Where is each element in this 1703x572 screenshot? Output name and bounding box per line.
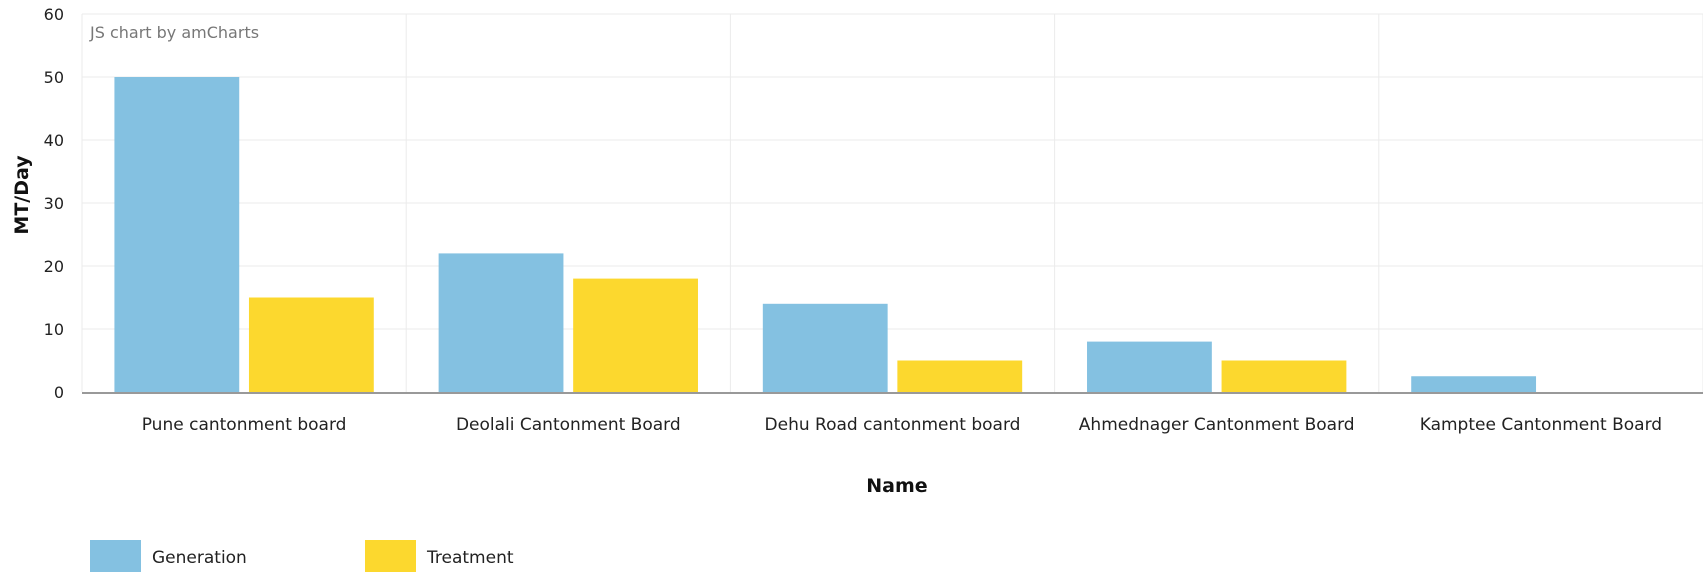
x-category-label: Deolali Cantonment Board <box>456 415 681 435</box>
axes: 0 10 20 30 40 50 60 Pune cantonment board Deolal… <box>44 5 1703 435</box>
x-category-label: Dehu Road cantonment board <box>765 415 1021 435</box>
bar-treatment-2[interactable] <box>897 360 1023 393</box>
x-category-label: Kamptee Cantonment Board <box>1420 415 1662 435</box>
x-axis-title: Name <box>866 475 927 497</box>
bars <box>114 77 1537 393</box>
bar-generation-2[interactable] <box>762 303 888 392</box>
y-tick-label: 0 <box>54 383 64 402</box>
bar-generation-1[interactable] <box>438 253 564 392</box>
x-category-label: Ahmednager Cantonment Board <box>1079 415 1355 435</box>
bar-treatment-3[interactable] <box>1221 360 1347 393</box>
legend-label-generation[interactable]: Generation <box>152 548 247 568</box>
y-tick-label: 20 <box>44 257 64 276</box>
legend: Generation Treatment <box>90 540 514 572</box>
y-axis-title: MT/Day <box>11 155 33 235</box>
x-category-label: Pune cantonment board <box>142 415 347 435</box>
bar-generation-4[interactable] <box>1411 376 1537 392</box>
grid-lines <box>81 13 1703 392</box>
bar-generation-0[interactable] <box>114 77 240 392</box>
legend-swatch-generation[interactable] <box>90 540 141 572</box>
y-tick-label: 40 <box>44 131 64 150</box>
y-tick-label: 30 <box>44 194 64 213</box>
bar-treatment-0[interactable] <box>248 297 374 393</box>
y-tick-label: 50 <box>44 68 64 87</box>
chart-credit[interactable]: JS chart by amCharts <box>89 23 259 42</box>
legend-label-treatment[interactable]: Treatment <box>426 548 514 568</box>
legend-swatch-treatment[interactable] <box>365 540 416 572</box>
y-tick-label: 10 <box>44 320 64 339</box>
bar-generation-3[interactable] <box>1087 341 1212 392</box>
y-tick-label: 60 <box>44 5 64 24</box>
bar-treatment-1[interactable] <box>573 278 698 392</box>
